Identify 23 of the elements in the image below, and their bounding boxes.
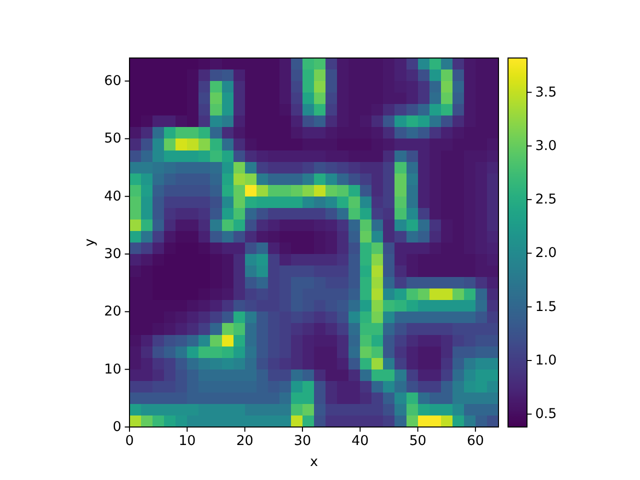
color-bar-label: 3.5 bbox=[535, 84, 557, 100]
y-tick-label: 10 bbox=[104, 361, 122, 378]
color-bar-label: 2.5 bbox=[535, 192, 557, 208]
x-tick-label: 60 bbox=[466, 432, 484, 449]
y-tick-label: 0 bbox=[112, 419, 122, 435]
y-tick-label: 40 bbox=[104, 188, 122, 204]
x-tick-label: 20 bbox=[236, 432, 254, 449]
x-tick-label: 0 bbox=[125, 432, 134, 449]
color-bar-label: 3.0 bbox=[535, 138, 557, 154]
x-tick-label: 30 bbox=[294, 432, 312, 449]
x-tick-label: 10 bbox=[178, 432, 196, 449]
color-bar-label: 1.5 bbox=[535, 298, 557, 315]
color-bar-label: 0.5 bbox=[535, 406, 557, 422]
y-axis-title: y bbox=[82, 238, 98, 246]
y-tick-label: 50 bbox=[104, 130, 122, 147]
y-tick-label: 60 bbox=[104, 73, 122, 90]
y-tick-label: 20 bbox=[104, 304, 122, 320]
x-tick-label: 40 bbox=[352, 432, 369, 449]
x-axis-title: x bbox=[310, 454, 318, 470]
color-bar-label: 1.0 bbox=[535, 352, 557, 368]
color-bar-label: 2.0 bbox=[535, 245, 557, 262]
x-tick-label: 50 bbox=[409, 432, 426, 449]
y-tick-label: 30 bbox=[104, 246, 122, 262]
